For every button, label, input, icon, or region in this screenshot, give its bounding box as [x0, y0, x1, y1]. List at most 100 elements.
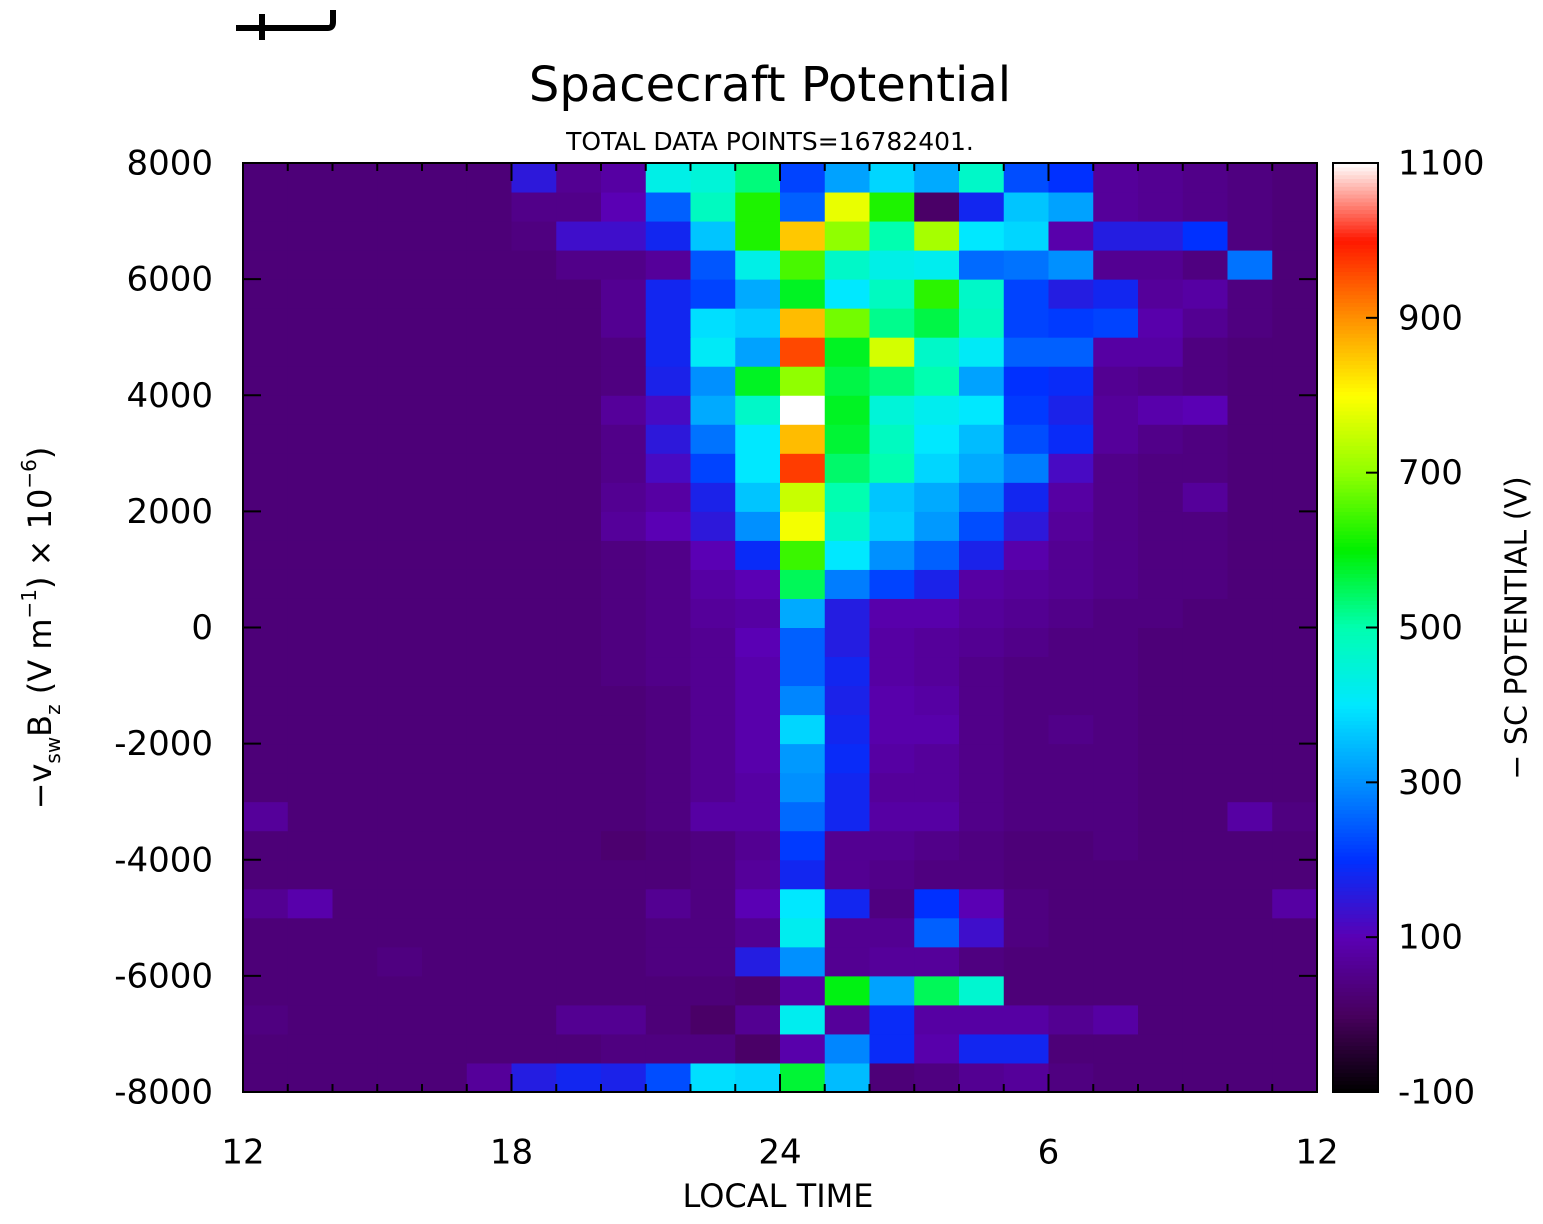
- heatmap-cell: [422, 482, 468, 512]
- colorbar-swatch: [1333, 263, 1378, 269]
- heatmap-cell: [1003, 511, 1049, 541]
- heatmap-cell: [287, 830, 333, 861]
- heatmap-cell: [287, 975, 333, 1006]
- heatmap-cell: [914, 482, 960, 512]
- heatmap-cell: [287, 1062, 333, 1093]
- heatmap-cell: [645, 221, 691, 251]
- heatmap-cell: [735, 830, 781, 861]
- heatmap-cell: [1093, 917, 1139, 948]
- colorbar-swatch: [1333, 894, 1378, 900]
- heatmap-cell: [690, 598, 736, 628]
- heatmap-cell: [511, 772, 557, 803]
- heatmap-cell: [959, 366, 1005, 396]
- colorbar-swatch: [1333, 747, 1378, 752]
- colorbar-swatch: [1333, 433, 1378, 439]
- colorbar-swatch: [1333, 426, 1378, 431]
- heatmap-cell: [690, 163, 736, 193]
- heatmap-cell: [1093, 830, 1139, 861]
- heatmap-cell: [556, 801, 602, 832]
- y-axis-label-part: ): [21, 447, 59, 459]
- heatmap-cell: [914, 801, 960, 832]
- heatmap-cell: [466, 830, 512, 861]
- heatmap-cell: [645, 888, 691, 919]
- heatmap-cell: [601, 946, 647, 977]
- heatmap-cell: [1182, 714, 1228, 745]
- heatmap-cell: [1272, 714, 1318, 745]
- heatmap-cell: [869, 482, 915, 512]
- heatmap-cell: [422, 366, 468, 396]
- heatmap-cell: [422, 917, 468, 948]
- heatmap-cell: [556, 395, 602, 425]
- heatmap-cell: [1182, 888, 1228, 919]
- heatmap-cell: [645, 511, 691, 541]
- colorbar-swatch: [1333, 174, 1378, 180]
- heatmap-cell: [824, 598, 870, 628]
- heatmap-cell: [1003, 830, 1049, 861]
- heatmap-cell: [287, 772, 333, 803]
- heatmap-cell: [422, 424, 468, 454]
- colorbar-swatch: [1333, 1041, 1378, 1047]
- heatmap-cell: [243, 250, 289, 280]
- heatmap-cell: [645, 453, 691, 483]
- corner-glyph: [236, 10, 336, 40]
- colorbar-swatch: [1333, 716, 1378, 721]
- heatmap-cell: [1138, 743, 1184, 774]
- heatmap-cell: [1227, 743, 1273, 774]
- heatmap-cell: [1272, 888, 1318, 919]
- heatmap-cell: [690, 511, 736, 541]
- heatmap-cell: [511, 859, 557, 890]
- y-tick-label: -2000: [114, 724, 213, 764]
- heatmap-cell: [466, 250, 512, 280]
- colorbar-swatch: [1333, 817, 1378, 822]
- heatmap-cell: [422, 946, 468, 977]
- colorbar-swatch: [1333, 855, 1378, 861]
- heatmap-cell: [422, 1004, 468, 1035]
- heatmap-cell: [914, 337, 960, 367]
- heatmap-cell: [1138, 1004, 1184, 1035]
- heatmap-cell: [556, 627, 602, 658]
- heatmap-cell: [556, 453, 602, 483]
- heatmap-cell: [377, 308, 423, 338]
- heatmap-cell: [824, 946, 870, 977]
- heatmap-cell: [1138, 598, 1184, 628]
- heatmap-cell: [1227, 511, 1273, 541]
- colorbar-swatch: [1333, 902, 1378, 907]
- heatmap-cell: [1227, 366, 1273, 396]
- heatmap-cell: [1182, 482, 1228, 512]
- y-axis-label-part: (V m: [21, 618, 59, 704]
- heatmap-cell: [243, 1033, 289, 1064]
- heatmap-cell: [914, 656, 960, 687]
- colorbar-swatch: [1333, 968, 1378, 973]
- colorbar-swatch: [1333, 608, 1378, 613]
- heatmap-cell: [824, 511, 870, 541]
- colorbar-swatch: [1333, 972, 1378, 977]
- heatmap-cell: [377, 859, 423, 890]
- heatmap-cell: [466, 888, 512, 919]
- heatmap-cell: [824, 1033, 870, 1064]
- heatmap-cell: [780, 482, 826, 512]
- heatmap-cell: [287, 250, 333, 280]
- heatmap-cell: [332, 453, 378, 483]
- heatmap-cell: [556, 917, 602, 948]
- heatmap-cell: [914, 859, 960, 890]
- colorbar-swatch: [1333, 1088, 1378, 1093]
- heatmap-cell: [243, 308, 289, 338]
- colorbar-swatch: [1333, 577, 1378, 582]
- heatmap-cell: [914, 395, 960, 425]
- colorbar-swatch: [1333, 631, 1378, 636]
- heatmap-cell: [1003, 308, 1049, 338]
- heatmap-cell: [735, 163, 781, 193]
- heatmap-cell: [824, 917, 870, 948]
- heatmap-cell: [735, 946, 781, 977]
- heatmap-cell: [1093, 163, 1139, 193]
- colorbar-swatch: [1333, 449, 1378, 454]
- heatmap-cell: [1272, 337, 1318, 367]
- heatmap-cell: [556, 424, 602, 454]
- heatmap-cell: [287, 192, 333, 222]
- heatmap-cell: [1093, 308, 1139, 338]
- colorbar-swatch: [1333, 863, 1378, 869]
- colorbar-swatch: [1333, 1068, 1378, 1074]
- heatmap-cell: [377, 453, 423, 483]
- heatmap-cell: [1093, 1062, 1139, 1093]
- heatmap-cell: [287, 453, 333, 483]
